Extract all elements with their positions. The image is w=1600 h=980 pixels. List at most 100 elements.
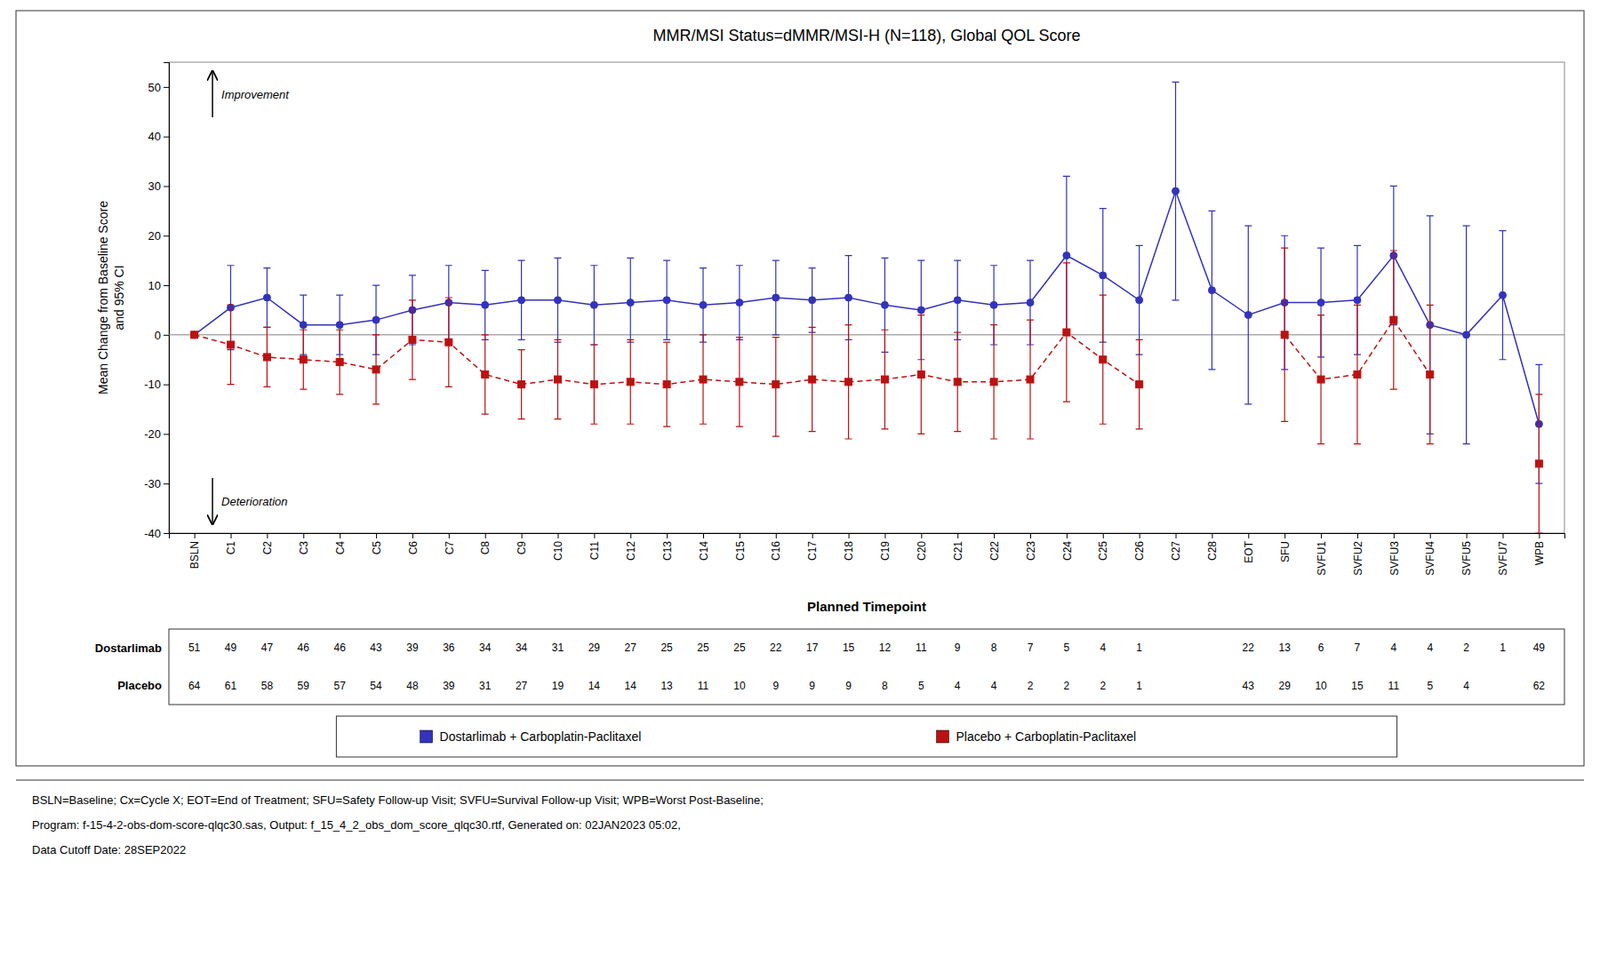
n-table-value: 19 [552,680,565,693]
series-marker [626,299,634,307]
n-table-value: 43 [1242,680,1256,693]
x-tick: C13 [661,533,674,561]
x-tick-mark [303,533,304,539]
x-tick: C25 [1096,533,1110,561]
y-tick-label: 10 [148,279,161,293]
n-table-value: 1 [1136,680,1143,693]
series-marker [336,359,344,367]
n-table-value: 27 [624,641,638,655]
x-tick-label: C23 [1024,541,1038,561]
error-bar [553,257,561,343]
annotation-text: Deterioration [221,495,288,509]
n-table-value: 36 [442,641,456,655]
series-marker [1535,460,1543,468]
n-table-value: 31 [552,641,565,655]
x-tick-label: C18 [842,541,856,561]
error-bar [1063,263,1071,402]
x-tick-label: SVFU2 [1352,541,1365,576]
series-marker [299,356,307,364]
x-tick: SVFU1 [1315,533,1328,576]
error-bar [1244,225,1252,405]
n-table-value: 14 [624,680,638,693]
error-bar [1426,304,1434,444]
x-tick-label: C22 [988,541,1001,561]
error-bar [1099,295,1107,424]
x-tick-mark [993,533,995,539]
n-table-value: 43 [369,641,383,655]
series-marker [663,381,671,389]
error-bar [990,325,998,440]
error-bar [845,325,853,440]
series-marker [481,301,489,309]
x-tick: SVFU3 [1388,533,1401,576]
series-marker [553,296,561,304]
n-table-value: 51 [188,641,201,655]
y-tick: -20 [144,427,169,441]
x-tick-mark [1211,533,1213,539]
series-marker [1172,187,1180,195]
series-marker [1063,252,1071,260]
x-tick: C5 [370,533,384,555]
x-tick-label: SVFU7 [1496,541,1510,576]
n-table-value: 14 [588,680,601,693]
n-table-value: 4 [1426,641,1433,655]
y-tick-mark [163,87,169,88]
n-table-value: 39 [442,680,456,693]
series-marker [1244,312,1252,320]
n-table-row-label: Dostarlimab [95,641,162,656]
x-tick-mark [1538,533,1540,539]
y-tick-mark [163,185,169,187]
n-table-value: 2 [1099,680,1106,693]
series-marker [880,376,888,384]
y-tick: 40 [148,129,169,144]
series [191,81,1544,484]
x-tick-mark [1139,533,1141,539]
x-tick: C28 [1206,533,1219,561]
n-table-value: 29 [588,641,601,655]
x-tick-mark [1030,533,1032,539]
n-table: Dostarlimab51494746464339363434312927252… [95,629,1565,705]
error-bar [481,270,489,340]
series-marker [518,381,526,389]
n-table-value: 6 [1318,641,1325,655]
n-table-value: 2 [1064,680,1071,693]
series-marker [263,294,271,302]
n-table-value: 9 [954,641,961,655]
x-tick-label: C7 [443,541,456,556]
error-bar [663,342,671,427]
x-tick: C7 [443,533,456,555]
n-table-value: 5 [1426,680,1433,693]
y-tick-label: 20 [148,229,161,243]
x-tick-mark [630,533,632,539]
x-tick: C10 [552,533,565,561]
y-tick: 10 [148,279,169,293]
series-line [194,191,1540,424]
y-tick: -10 [144,377,169,392]
x-tick-label: C3 [297,541,311,556]
legend-box [336,716,1397,758]
series-marker [1063,328,1071,336]
plot-frame [168,62,1565,534]
footnote: BSLN=Baseline; Cx=Cycle X; EOT=End of Tr… [32,793,764,808]
n-table-value: 9 [845,680,852,693]
series-marker [1026,376,1034,384]
n-table-value: 64 [188,680,201,693]
x-tick-mark [593,533,595,539]
x-tick: C15 [734,533,747,561]
n-table-value: 12 [879,641,892,655]
series-marker [1026,299,1034,307]
x-tick-label: WPB [1533,541,1546,566]
n-table-value: 13 [660,680,673,693]
error-bar [1353,304,1361,444]
n-table-value: 1 [1499,641,1506,655]
error-bar [663,260,671,340]
x-tick-label: SFU [1279,541,1292,563]
x-tick: C16 [769,533,783,561]
x-tick: SVFU7 [1496,533,1510,576]
x-tick-mark [1320,533,1322,539]
series-marker [191,331,199,339]
x-tick: C11 [588,533,601,560]
error-bar [481,335,489,415]
n-table-value: 31 [479,680,492,693]
y-tick-label: 40 [148,129,161,144]
